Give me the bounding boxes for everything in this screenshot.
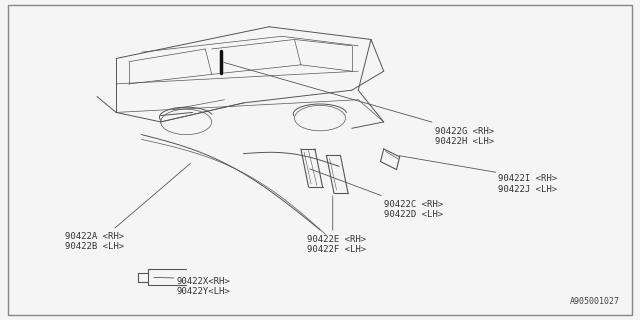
Text: 90422X<RH>
90422Y<LH>: 90422X<RH> 90422Y<LH> bbox=[177, 277, 230, 296]
Text: 90422E <RH>
90422F <LH>: 90422E <RH> 90422F <LH> bbox=[307, 235, 366, 254]
Text: A905001027: A905001027 bbox=[570, 297, 620, 306]
Text: 90422A <RH>
90422B <LH>: 90422A <RH> 90422B <LH> bbox=[65, 232, 124, 252]
Text: 90422G <RH>
90422H <LH>: 90422G <RH> 90422H <LH> bbox=[435, 127, 494, 146]
Text: 90422I <RH>
90422J <LH>: 90422I <RH> 90422J <LH> bbox=[499, 174, 557, 194]
Text: 90422C <RH>
90422D <LH>: 90422C <RH> 90422D <LH> bbox=[384, 200, 443, 219]
